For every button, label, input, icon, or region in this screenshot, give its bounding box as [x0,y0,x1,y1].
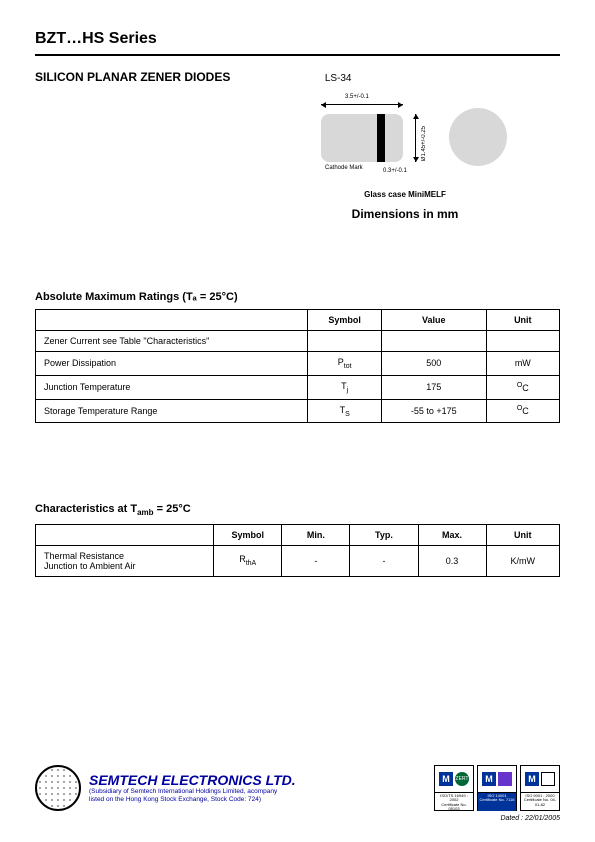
company-block: SEMTECH ELECTRONICS LTD. (Subsidiary of … [89,772,426,804]
cert-badge: MISO 9001 : 2000Certificate No. 04-01-82 [520,765,560,811]
table-header: Symbol [214,524,282,545]
page-title: BZT…HS Series [35,30,560,48]
characteristics-table: SymbolMin.Typ.Max.Unit Thermal Resistanc… [35,524,560,577]
table-header: Symbol [308,310,381,331]
table-header: Value [381,310,486,331]
diode-body [321,114,403,162]
cathode-band [377,114,385,162]
band-dimension: 0.3+/-0.1 [383,168,407,174]
characteristics-title: Characteristics at Tamb = 25°C [35,503,560,517]
abs-max-title: Absolute Maximum Ratings (Tₐ = 25°C) [35,291,560,303]
company-subline-2: listed on the Hong Kong Stock Exchange, … [89,796,426,804]
abs-max-table: SymbolValueUnit Zener Current see Table … [35,309,560,423]
table-header: Min. [282,524,350,545]
dim-arrow-horizontal [321,104,403,105]
globe-logo-icon [35,765,81,811]
cathode-mark-label: Cathode Mark [325,165,363,171]
diode-end-view [449,108,507,166]
glass-case-label: Glass case MiniMELF [285,190,525,199]
table-row: Zener Current see Table "Characteristics… [36,331,560,352]
company-name: SEMTECH ELECTRONICS LTD. [89,772,426,788]
dimensions-label: Dimensions in mm [285,207,525,221]
table-row: Storage Temperature RangeTS-55 to +175OC [36,399,560,423]
dim-arrow-vertical [415,114,416,162]
cert-badge: MISO 14001Certificate No. 7116 [477,765,517,811]
table-row: Power DissipationPtot500mW [36,352,560,376]
cert-badges: MZERTISO/TS 16949 : 2002Certificate No. … [434,765,560,811]
cert-badge: MZERTISO/TS 16949 : 2002Certificate No. … [434,765,474,811]
package-diagram: 3.5+/-0.1 Ø1.45+/-0.25 Cathode Mark 0.3+… [285,96,525,221]
subtitle: SILICON PLANAR ZENER DIODES [35,70,230,84]
table-header: Typ. [350,524,418,545]
title-divider [35,54,560,56]
table-header: Unit [486,524,559,545]
table-header [36,524,214,545]
table-header: Max. [418,524,486,545]
table-row: Thermal ResistanceJunction to Ambient Ai… [36,545,560,576]
footer: SEMTECH ELECTRONICS LTD. (Subsidiary of … [35,765,560,822]
table-header [36,310,308,331]
company-subline-1: (Subsidiary of Semtech International Hol… [89,788,426,796]
table-header: Unit [486,310,559,331]
table-row: Junction TemperatureTj175OC [36,375,560,399]
package-label: LS-34 [325,73,352,84]
dated-label: Dated : 22/01/2005 [35,815,560,822]
length-dimension: 3.5+/-0.1 [345,94,369,100]
diameter-dimension: Ø1.45+/-0.25 [421,126,427,161]
